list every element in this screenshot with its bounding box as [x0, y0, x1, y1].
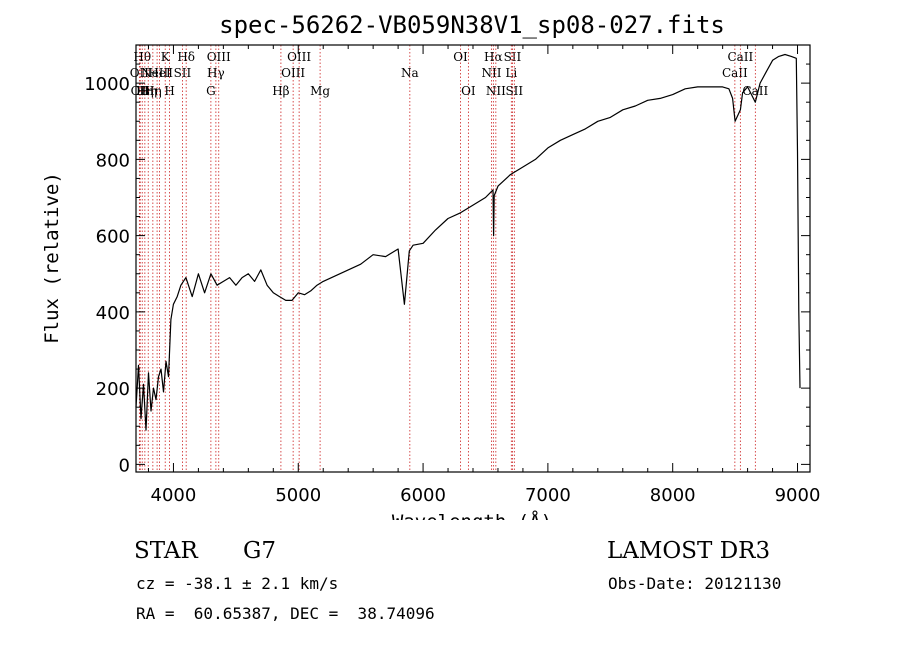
- y-axis-label: Flux (relative): [41, 172, 63, 344]
- x-tick-label-0: 4000: [151, 485, 197, 506]
- spectrum-line: [135, 53, 801, 431]
- object-class: STAR: [134, 538, 198, 564]
- line-label-15: Hβ: [272, 84, 289, 98]
- spectrum-chart: spec-56262-VB059N38V1_sp08-027.fits OII O…: [41, 11, 820, 520]
- y-tick-label-4: 800: [96, 150, 130, 171]
- line-label-27: SII: [505, 84, 523, 98]
- x-tick-label-4: 8000: [650, 485, 696, 506]
- line-label-9: H: [164, 84, 174, 98]
- redshift-info: cz = -38.1 ± 2.1 km/s: [136, 574, 339, 593]
- axis-ticks: 4000 5000 6000 7000 8000 9000 0 200 400 600 800 100…: [84, 45, 820, 506]
- line-label-5: Hη: [144, 84, 162, 98]
- survey-name: LAMOST DR3: [607, 538, 771, 564]
- y-tick-label-5: 1000: [84, 74, 130, 95]
- line-label-19: Na: [401, 66, 419, 80]
- plot-frame: [135, 44, 811, 473]
- coordinates: RA = 60.65387, DEC = 38.74096: [136, 604, 435, 623]
- y-tick-label-3: 600: [96, 227, 130, 248]
- line-label-13: Hγ: [207, 66, 225, 80]
- line-label-22: NII: [481, 66, 501, 80]
- spectrum-series: [135, 53, 801, 431]
- chart-title: spec-56262-VB059N38V1_sp08-027.fits: [219, 11, 725, 39]
- line-label-30: CaII: [742, 84, 768, 98]
- observation-date: Obs-Date: 20121130: [608, 574, 782, 593]
- x-axis-label: Wavelength (Å): [392, 510, 552, 520]
- line-label-16: OIII: [281, 66, 305, 80]
- line-label-12: G: [206, 84, 216, 98]
- line-label-21: OI: [461, 84, 476, 98]
- line-label-26: SII: [504, 50, 522, 64]
- y-tick-label-2: 400: [96, 303, 130, 324]
- line-label-29: CaII: [727, 50, 753, 64]
- y-tick-label-0: 0: [119, 455, 130, 476]
- line-label-23: Hα: [484, 50, 503, 64]
- line-label-3: Hη: [136, 84, 154, 98]
- x-tick-label-2: 6000: [400, 485, 446, 506]
- line-label-24: NII: [486, 84, 506, 98]
- line-label-0: OII: [130, 66, 150, 80]
- object-subclass: G7: [243, 538, 277, 564]
- line-label-14: OIII: [207, 50, 231, 64]
- line-label-20: OI: [453, 50, 468, 64]
- line-label-11: Hδ: [177, 50, 195, 64]
- line-label-8: K: [161, 50, 171, 64]
- line-label-10: SII: [174, 66, 192, 80]
- x-tick-label-5: 9000: [775, 485, 821, 506]
- spectral-line-markers: OIIOIIHθHηHηHηNeIIIHeIKHSIIHδGHγOIIIHβOI…: [130, 45, 768, 472]
- line-label-25: Li: [505, 66, 517, 80]
- x-tick-label-1: 5000: [275, 485, 321, 506]
- y-tick-label-1: 200: [96, 379, 130, 400]
- line-label-18: Mg: [310, 84, 330, 98]
- x-tick-label-3: 7000: [525, 485, 571, 506]
- line-label-17: OIII: [287, 50, 311, 64]
- line-label-28: CaII: [722, 66, 748, 80]
- line-label-7: HeI: [148, 66, 171, 80]
- line-label-2: Hθ: [133, 50, 151, 64]
